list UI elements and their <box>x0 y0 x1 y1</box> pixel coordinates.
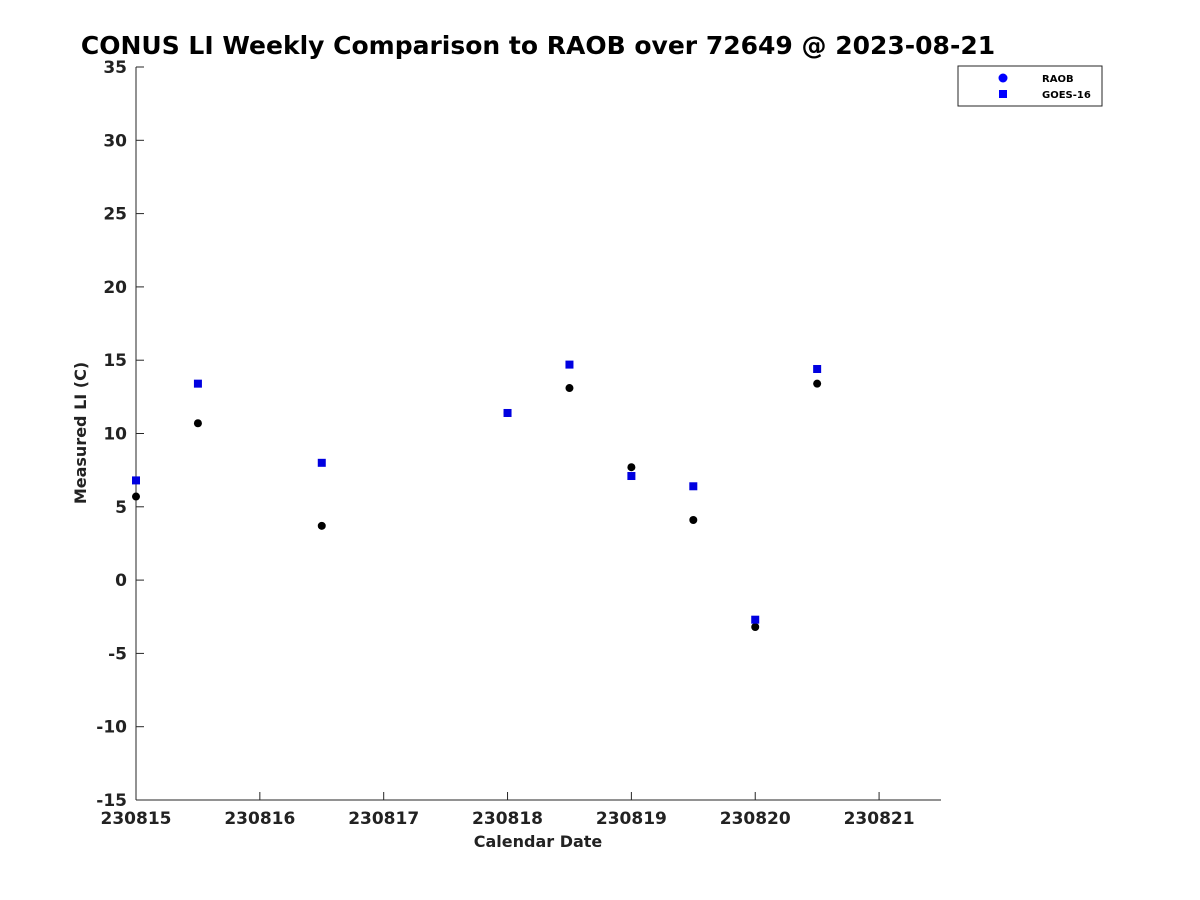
y-tick-label: 35 <box>103 58 127 78</box>
y-tick-label: 25 <box>103 205 127 225</box>
data-point-raob <box>317 521 326 530</box>
data-marks <box>132 360 822 632</box>
x-axis-label: Calendar Date <box>474 832 603 851</box>
x-tick-label: 230817 <box>348 809 419 829</box>
y-tick-label: -10 <box>96 718 127 738</box>
y-tick-label: -5 <box>108 644 127 664</box>
data-point-raob <box>627 463 636 472</box>
data-point-goes-16 <box>751 615 760 624</box>
data-point-raob <box>751 623 760 632</box>
x-tick-label: 230818 <box>472 809 543 829</box>
y-tick-label: 10 <box>103 425 127 445</box>
legend-label-raob: RAOB <box>1042 74 1074 85</box>
y-tick-label: 20 <box>103 278 127 298</box>
data-point-goes-16 <box>689 482 698 491</box>
y-tick-label: 5 <box>115 498 127 518</box>
series-goes-16 <box>132 360 822 624</box>
x-tick-label: 230821 <box>844 809 915 829</box>
legend: RAOB GOES-16 <box>957 65 1103 107</box>
data-point-raob <box>565 384 574 393</box>
x-tick-label: 230820 <box>720 809 791 829</box>
data-point-goes-16 <box>317 458 326 467</box>
data-point-goes-16 <box>503 408 512 417</box>
chart-title: CONUS LI Weekly Comparison to RAOB over … <box>81 31 995 60</box>
data-point-raob <box>193 419 202 428</box>
x-tick-label: 230816 <box>224 809 295 829</box>
data-point-raob <box>132 492 140 501</box>
legend-marker-goes-16 <box>999 90 1007 98</box>
y-axis-label: Measured LI (C) <box>71 362 90 504</box>
data-point-goes-16 <box>193 379 202 388</box>
legend-marker-raob <box>998 73 1008 83</box>
y-tick-label: 30 <box>103 131 127 151</box>
data-point-raob <box>689 515 698 524</box>
data-point-goes-16 <box>132 476 140 485</box>
legend-label-goes-16: GOES-16 <box>1042 90 1091 101</box>
y-tick-label: 15 <box>103 351 127 371</box>
legend-box <box>957 65 1103 107</box>
data-point-goes-16 <box>813 364 822 373</box>
data-point-goes-16 <box>565 360 574 369</box>
data-point-raob <box>813 379 822 388</box>
y-tick-label: -15 <box>96 791 127 811</box>
data-point-goes-16 <box>627 472 636 481</box>
x-tick-label: 230815 <box>101 809 172 829</box>
series-raob <box>132 379 822 632</box>
y-tick-label: 0 <box>115 571 127 591</box>
x-tick-label: 230819 <box>596 809 667 829</box>
